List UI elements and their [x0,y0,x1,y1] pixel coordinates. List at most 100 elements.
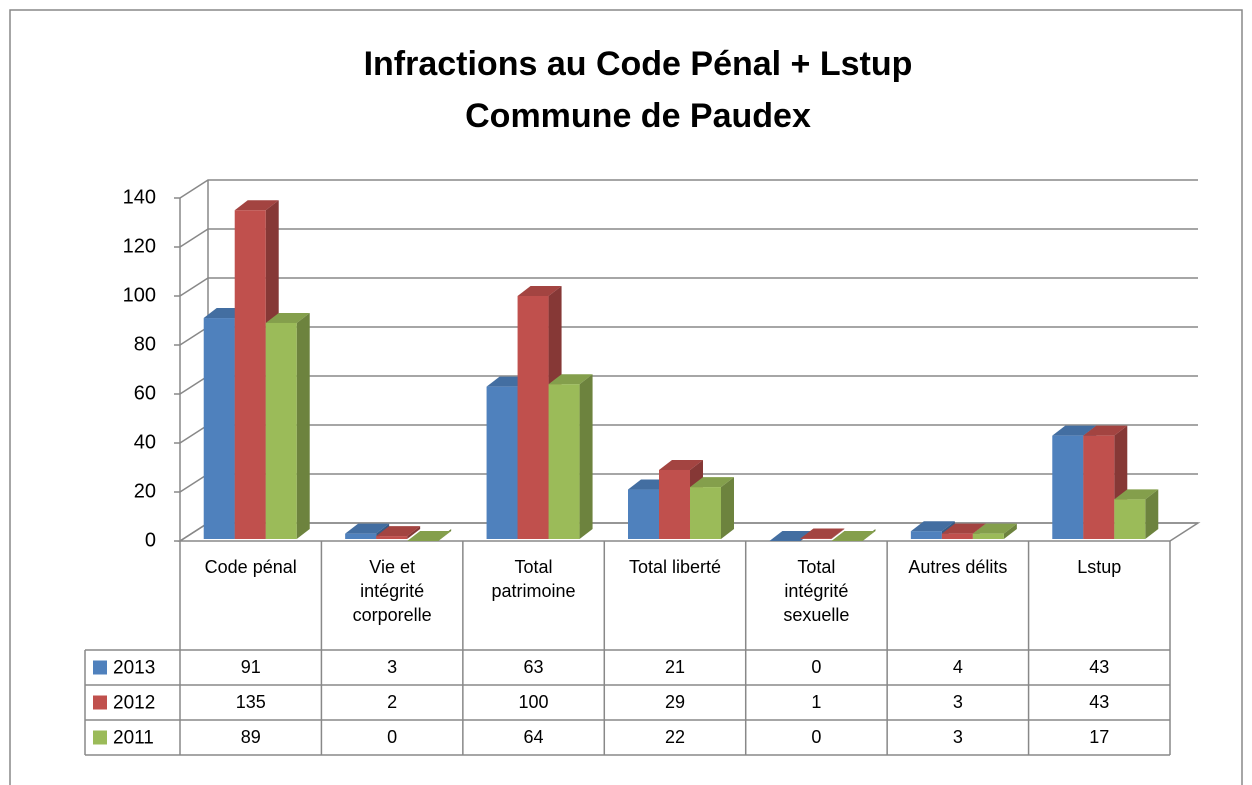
table-value: 43 [1029,685,1170,720]
y-tick-label: 60 [134,382,156,404]
bar-front [376,536,408,539]
table-value-text: 63 [523,657,544,677]
bar-top [376,526,421,537]
table-value: 100 [463,685,604,720]
bar-top [941,523,986,534]
table-value-text: 17 [1089,727,1110,747]
y-tick-label: 20 [134,480,156,502]
table-value: 2 [321,685,462,720]
table-value-text: 21 [664,657,685,677]
table-value: 3 [321,650,462,685]
table-value: 21 [604,650,745,685]
bar-front [941,533,973,539]
bar [407,529,452,541]
table-value-text: 29 [664,692,685,712]
table-value-text: 22 [664,727,685,747]
bar [800,528,845,539]
table-value: 3 [887,685,1028,720]
bar-top [831,531,876,541]
x-tick-label-text: Total patrimoine [491,557,576,601]
table-value-text: 0 [387,727,398,747]
bar-front [1052,435,1084,539]
bar [376,526,421,539]
table-value-text: 0 [811,657,822,677]
x-tick-label: Total liberté [604,541,745,650]
y-tick-label: 40 [134,431,156,453]
table-value-text: 3 [952,727,963,747]
legend-label: 2012 [113,693,155,714]
bar-front [628,489,659,539]
table-value: 0 [746,720,887,755]
bar-front [203,318,235,539]
x-tick-label-text: Total intégrité sexuelle [783,557,850,625]
table-value-text: 1 [811,692,822,712]
bar-top [659,459,703,470]
x-tick-label: Vie et intégrité corporelle [321,541,462,650]
table-value-text: 0 [811,727,822,747]
x-tick-label-text: Code pénal [204,557,297,577]
table-value: 64 [463,720,604,755]
table-value-text: 4 [952,657,963,677]
table-value: 22 [604,720,745,755]
bar-top [234,200,279,211]
table-value: 89 [180,720,321,755]
y-tick-label: 120 [123,235,156,257]
legend-label: 2013 [113,658,155,679]
table-value: 91 [180,650,321,685]
bar [690,477,734,539]
x-tick-label: Total patrimoine [463,541,604,650]
y-tick-label: 0 [145,529,156,551]
table-value: 17 [1029,720,1170,755]
table-value-text: 3 [952,692,963,712]
bar-side [579,374,593,539]
legend-key [93,730,107,745]
bar-top [690,477,734,488]
table-value: 1 [746,685,887,720]
bar [548,374,593,539]
legend-key [93,660,107,675]
bar-front [486,386,518,539]
table-value-text: 135 [235,692,266,712]
table-value: 0 [746,650,887,685]
bar-side [407,526,421,539]
table-value-text: 91 [240,657,261,677]
bar-front [1083,435,1115,539]
bar-side [831,528,845,539]
bar-side [296,312,310,539]
x-tick-label: Code pénal [180,541,321,650]
table-value: 43 [1029,650,1170,685]
bar [1114,489,1159,539]
x-tick-label-text: Total liberté [628,557,722,577]
x-tick-label-text: Autres délits [908,557,1008,577]
bar-front [659,469,690,539]
bar-top [1114,489,1159,500]
table-value: 63 [463,650,604,685]
table-value-text: 3 [387,657,398,677]
bar-top [407,531,452,541]
table-value: 0 [321,720,462,755]
bar-front [1114,499,1146,539]
grid-line [174,375,1198,395]
legend-key [93,695,107,710]
grid-line [174,277,1198,297]
table-value-text: 100 [518,692,549,712]
bar [265,312,310,539]
bar-side [1003,523,1017,539]
table-value: 4 [887,650,1028,685]
table-value-text: 2 [387,692,398,712]
table-value: 29 [604,685,745,720]
bar-front [548,384,580,539]
bar-top [265,312,310,323]
bar [972,523,1017,539]
y-tick-label: 140 [123,186,156,208]
x-tick-label: Lstup [1029,541,1170,650]
grid-line [174,228,1198,248]
table-value: 3 [887,720,1028,755]
grid-line [174,179,1198,199]
bar-side [721,477,734,539]
bar-top [1052,425,1097,436]
bar-top [972,523,1017,534]
x-tick-label: Total intégrité sexuelle [746,541,887,650]
